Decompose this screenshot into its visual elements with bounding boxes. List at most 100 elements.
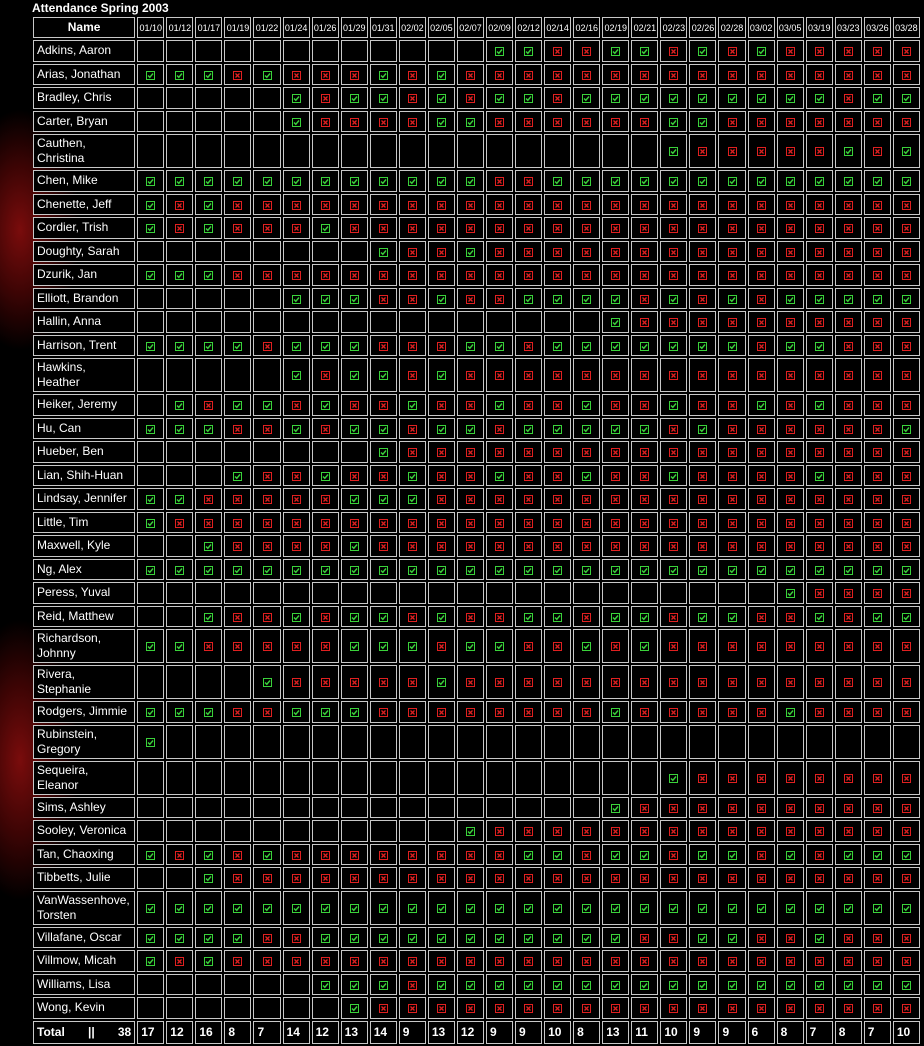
date-header: 02/26: [689, 17, 717, 38]
absent-icon: [611, 200, 621, 210]
attendance-cell: [369, 724, 397, 759]
student-name: Lian, Shih-Huan: [33, 464, 136, 486]
present-icon: [465, 642, 475, 652]
attendance-cell: [631, 665, 659, 699]
attendance-cell: [747, 334, 775, 356]
attendance-cell: [456, 605, 484, 627]
attendance-cell: [834, 134, 862, 168]
absent-icon: [553, 47, 563, 57]
absent-icon: [843, 957, 853, 967]
attendance-cell: [689, 820, 717, 842]
absent-icon: [756, 70, 766, 80]
absent-icon: [872, 518, 882, 528]
attendance-cell: [718, 973, 746, 995]
attendance-cell: [805, 558, 833, 580]
student-name: Chenette, Jeff: [33, 193, 136, 215]
attendance-cell: [195, 629, 223, 663]
absent-icon: [465, 542, 475, 552]
attendance-cell: [195, 665, 223, 699]
attendance-cell: [311, 796, 339, 818]
absent-icon: [843, 371, 853, 381]
present-icon: [524, 903, 534, 913]
attendance-cell: [515, 701, 543, 723]
attendance-cell: [747, 417, 775, 439]
present-icon: [611, 294, 621, 304]
attendance-cell: [892, 950, 920, 972]
attendance-cell: [863, 890, 891, 925]
attendance-cell: [863, 217, 891, 239]
attendance-cell: [602, 311, 630, 333]
present-icon: [175, 177, 185, 187]
absent-icon: [872, 448, 882, 458]
student-name: Williams, Lisa: [33, 973, 136, 995]
attendance-cell: [485, 311, 514, 333]
attendance-cell: [776, 629, 804, 663]
student-row: Tan, Chaoxing: [33, 843, 920, 865]
attendance-cell: [253, 820, 281, 842]
attendance-cell: [224, 40, 252, 62]
present-icon: [436, 678, 446, 688]
attendance-cell: [282, 193, 310, 215]
attendance-cell: [515, 441, 543, 463]
attendance-cell: [485, 87, 514, 109]
attendance-cell: [602, 558, 630, 580]
attendance-cell: [427, 240, 455, 262]
attendance-cell: [340, 605, 368, 627]
attendance-cell: [137, 464, 165, 486]
attendance-cell: [834, 311, 862, 333]
absent-icon: [843, 678, 853, 688]
student-row: Heiker, Jeremy: [33, 394, 920, 416]
attendance-cell: [689, 464, 717, 486]
attendance-cell: [747, 997, 775, 1019]
attendance-cell: [515, 890, 543, 925]
absent-icon: [582, 708, 592, 718]
attendance-cell: [485, 394, 514, 416]
date-header: 03/05: [776, 17, 804, 38]
attendance-cell: [834, 264, 862, 286]
date-header: 03/23: [834, 17, 862, 38]
absent-icon: [756, 518, 766, 528]
attendance-cell: [224, 820, 252, 842]
attendance-cell: [573, 217, 601, 239]
total-value: 11: [631, 1020, 659, 1044]
attendance-cell: [602, 134, 630, 168]
absent-icon: [436, 518, 446, 528]
attendance-cell: [776, 890, 804, 925]
attendance-cell: [340, 193, 368, 215]
attendance-cell: [544, 760, 572, 795]
present-icon: [204, 708, 214, 718]
attendance-cell: [427, 997, 455, 1019]
absent-icon: [495, 678, 505, 688]
present-icon: [843, 903, 853, 913]
attendance-cell: [282, 87, 310, 109]
attendance-cell: [253, 973, 281, 995]
absent-icon: [785, 642, 795, 652]
attendance-cell: [747, 665, 775, 699]
attendance-cell: [660, 535, 688, 557]
student-row: Chenette, Jeff: [33, 193, 920, 215]
present-icon: [349, 1004, 359, 1014]
attendance-cell: [369, 464, 397, 486]
attendance-cell: [398, 240, 426, 262]
attendance-cell: [573, 605, 601, 627]
date-header: 02/02: [398, 17, 426, 38]
attendance-cell: [253, 170, 281, 192]
attendance-cell: [660, 110, 688, 132]
attendance-cell: [253, 558, 281, 580]
attendance-cell: [166, 441, 194, 463]
attendance-cell: [398, 264, 426, 286]
absent-icon: [582, 1004, 592, 1014]
present-icon: [524, 612, 534, 622]
date-header: 03/19: [805, 17, 833, 38]
attendance-cell: [137, 997, 165, 1019]
absent-icon: [262, 708, 272, 718]
attendance-cell: [544, 240, 572, 262]
present-icon: [669, 401, 679, 411]
absent-icon: [320, 495, 330, 505]
attendance-cell: [660, 193, 688, 215]
absent-icon: [407, 1004, 417, 1014]
present-icon: [611, 565, 621, 575]
attendance-cell: [602, 394, 630, 416]
attendance-cell: [311, 40, 339, 62]
absent-icon: [524, 177, 534, 187]
